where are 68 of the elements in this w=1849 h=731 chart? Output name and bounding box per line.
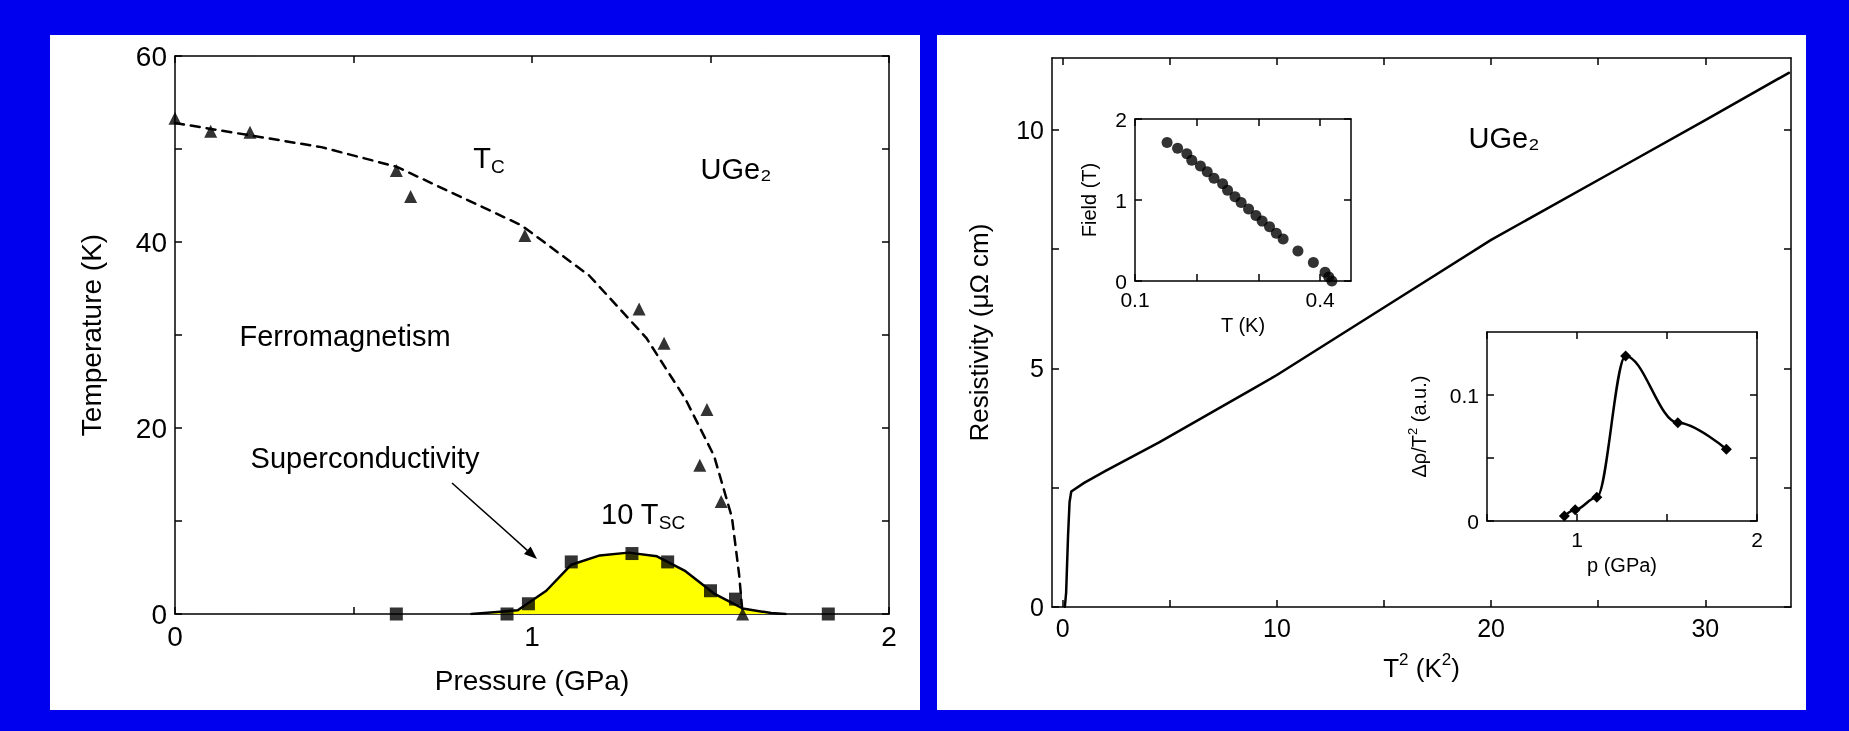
point [1558,510,1570,522]
point [389,607,403,621]
point [704,584,717,598]
point [728,592,742,606]
point [1161,137,1173,148]
y-tick-label: 1 [1115,188,1127,212]
point [1172,142,1184,154]
point [564,555,578,569]
point [736,607,750,621]
y-tick-label: 5 [1030,354,1044,383]
y-axis-title: Field (T) [1078,162,1100,238]
point [1256,215,1268,227]
point [1672,417,1684,429]
point [1620,350,1632,362]
point [714,494,728,508]
point [1222,184,1234,196]
y-tick-label: 0 [1030,593,1044,621]
point [632,302,646,316]
annotation: Superconductivity [250,442,480,474]
x-axis-title: Pressure (GPa) [434,664,630,696]
point [1292,245,1304,257]
point [1591,491,1603,503]
x-axis-title: T (K) [1220,314,1266,336]
y-tick-label: 60 [135,40,167,72]
y-axis-title: Δρ/T2 (a.u.) [1405,375,1430,478]
point [389,163,403,177]
point [821,607,835,621]
point [1569,504,1581,516]
y-tick-label: 2 [1115,107,1127,131]
point [700,402,714,416]
x-axis-title: p (GPa) [1586,554,1658,576]
point [1201,166,1213,178]
annotation: UGe₂ [700,153,772,185]
point [500,607,514,621]
point [521,597,535,611]
point [1186,154,1198,166]
point [661,555,675,569]
point [625,547,639,561]
point [243,125,257,139]
point [1720,443,1732,455]
y-axis-title: Resistivity (μΩ cm) [964,223,994,442]
y-tick-label: 10 [1016,115,1044,144]
point [168,111,182,125]
point [204,124,218,138]
point [1307,256,1319,268]
x-tick-label: 20 [1477,613,1506,642]
annotation: Ferromagnetism [239,320,451,352]
point [657,336,671,350]
point [1277,233,1289,245]
x-tick-label: 1 [524,620,540,652]
annotation: UGe₂ [1468,122,1540,154]
point [404,189,418,203]
point [1208,172,1220,184]
x-tick-label: 10 [1263,613,1291,642]
y-axis-title: Temperature (K) [75,233,107,437]
point [1235,196,1247,208]
y-tick-label: 0 [1115,269,1127,293]
point [518,228,532,242]
x-tick-label: 0.4 [1305,288,1336,312]
point [693,458,707,472]
x-tick-label: 2 [881,620,897,652]
y-tick-label: 20 [135,412,167,444]
x-tick-label: 30 [1691,613,1720,642]
point [1264,221,1276,233]
point [1326,275,1338,287]
point [1243,203,1255,215]
x-tick-label: 0 [1055,613,1070,642]
y-tick-label: 40 [135,226,167,258]
